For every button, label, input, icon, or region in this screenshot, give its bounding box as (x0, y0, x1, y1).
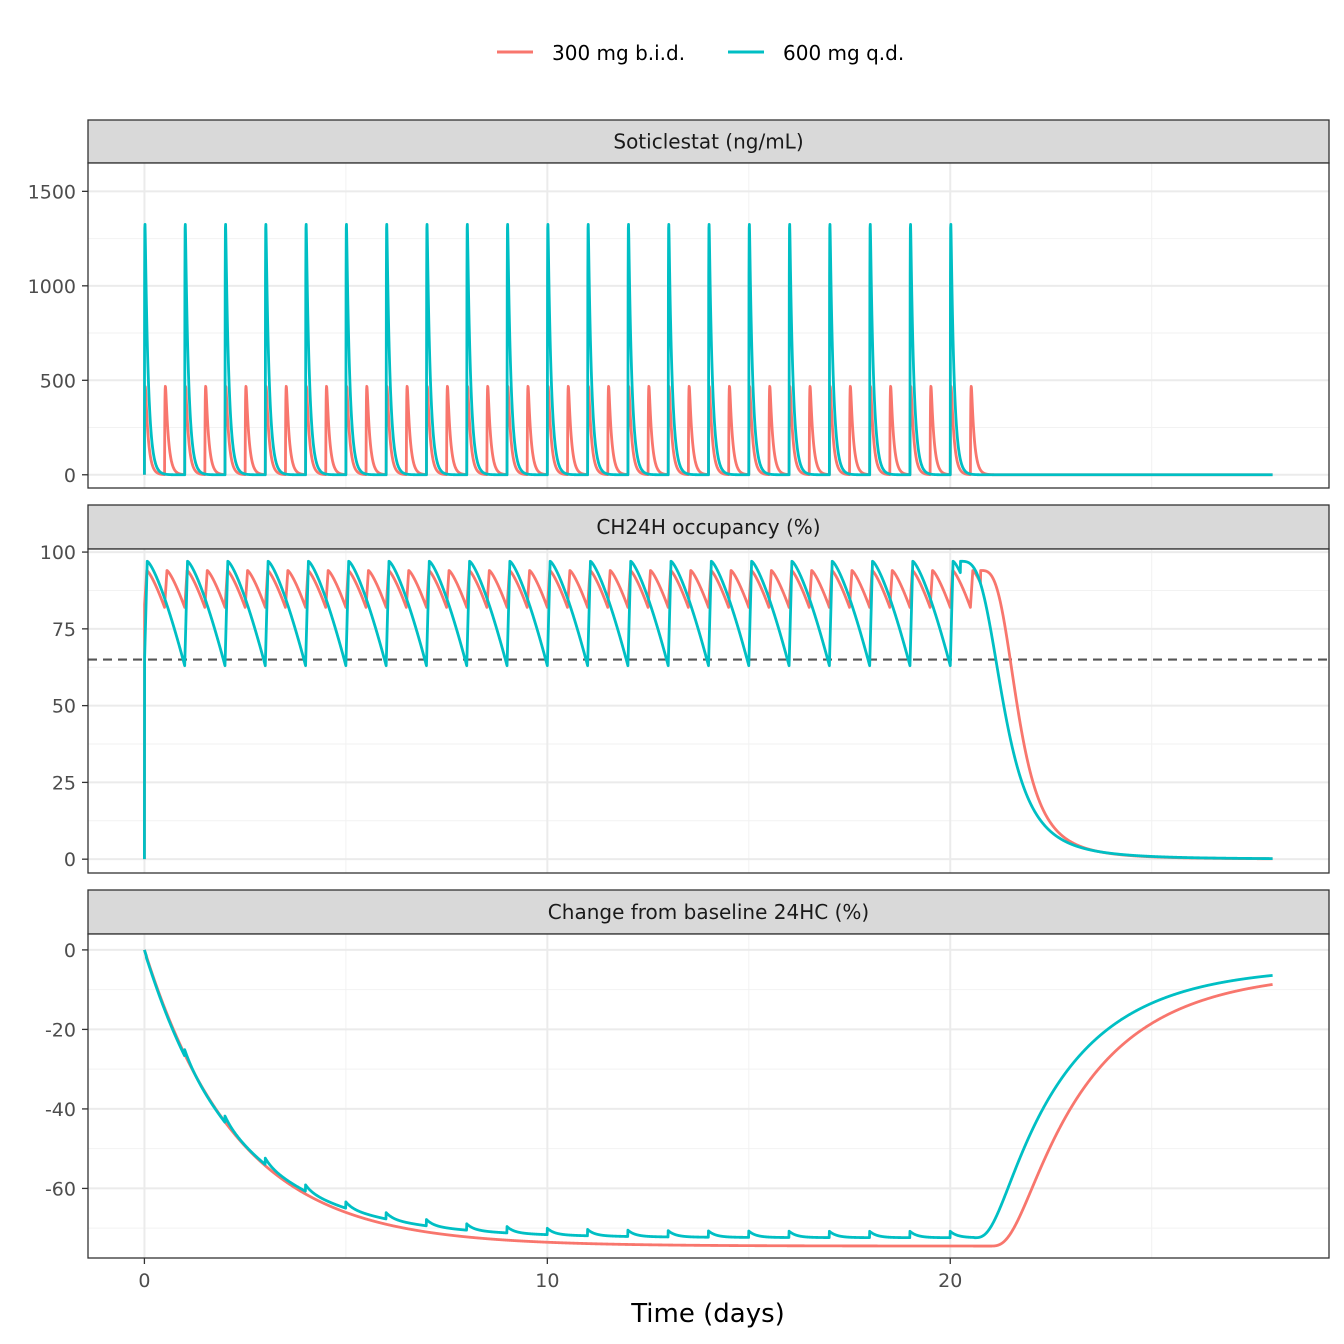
y-tick-label: 0 (64, 465, 76, 487)
y-tick-label: 1000 (28, 276, 76, 298)
x-tick-label: 0 (138, 1270, 150, 1292)
plot-background (88, 934, 1329, 1258)
facet-strip (87, 504, 1330, 550)
x-tick-label: 20 (938, 1270, 962, 1292)
facet-strip-label: Soticlestat (ng/mL) (613, 130, 803, 154)
series-line-qd (143, 949, 1274, 1240)
panel-border (87, 548, 1330, 874)
y-tick-label: -20 (45, 1019, 76, 1041)
facet-strip (87, 119, 1330, 164)
facet-panel-1: Soticlestat (ng/mL) 0 500 1000 1500 (28, 119, 1330, 489)
x-tick-label: 10 (535, 1270, 559, 1292)
series-line-qd (143, 559, 1274, 860)
y-tick-label: 25 (52, 772, 76, 794)
y-tick-label: -60 (45, 1178, 76, 1200)
series-line-bid (143, 949, 1274, 1248)
y-tick-label: 500 (40, 370, 76, 392)
y-tick-label: 50 (52, 696, 76, 718)
facet-strip-label: CH24H occupancy (%) (596, 515, 820, 539)
facet-panel-2: CH24H occupancy (%) 0 25 50 75 100 (40, 504, 1330, 874)
y-tick-label: 0 (64, 940, 76, 962)
y-tick-label: 75 (52, 619, 76, 641)
legend: 300 mg b.i.d. 600 mg q.d. (497, 41, 904, 65)
y-tick-label: 1500 (28, 181, 76, 203)
panel-border (87, 162, 1330, 489)
x-axis-title: Time (days) (630, 1299, 785, 1329)
facet-strip (87, 889, 1330, 935)
facet-strip-label: Change from baseline 24HC (%) (548, 900, 869, 924)
legend-label-qd: 600 mg q.d. (783, 41, 904, 65)
legend-label-bid: 300 mg b.i.d. (552, 41, 685, 65)
series-line-qd (143, 223, 1274, 477)
y-tick-label: -40 (45, 1099, 76, 1121)
y-tick-label: 0 (64, 849, 76, 871)
facet-panel-3: Change from baseline 24HC (%) 0 -20 -40 -60 0… (45, 889, 1330, 1292)
y-tick-label: 100 (40, 542, 76, 564)
panel-border (87, 933, 1330, 1259)
